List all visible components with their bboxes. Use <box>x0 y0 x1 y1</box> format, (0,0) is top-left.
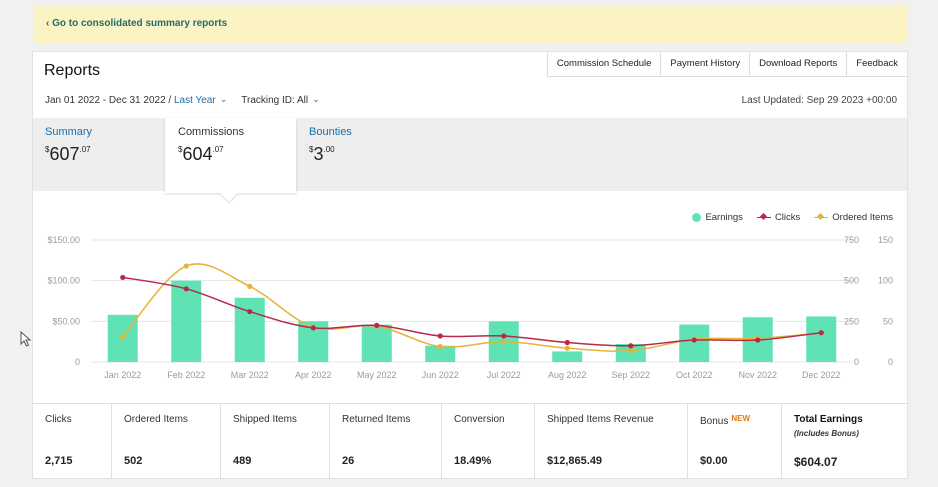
tab-bounties[interactable]: Bounties $3.00 <box>309 126 352 165</box>
commissions-label: Commissions <box>178 126 245 138</box>
earnings-bar <box>425 345 456 362</box>
clicks-line <box>122 276 822 347</box>
bounties-amount: $3.00 <box>309 144 335 164</box>
earnings-bar <box>552 351 583 362</box>
y-tick-left: 0 <box>75 357 80 367</box>
clicks-point <box>691 337 697 343</box>
clicks-point <box>183 286 189 292</box>
chevron-down-icon: ⌄ <box>312 94 320 104</box>
y-tick-ordered: 0 <box>888 357 893 367</box>
x-tick-label: Feb 2022 <box>167 370 205 380</box>
tracking-id-label: Tracking ID: All <box>241 95 309 106</box>
legend-clicks[interactable]: Clicks <box>756 212 800 223</box>
clicks-point <box>310 325 316 331</box>
ordered-items-line <box>122 263 822 352</box>
ordered-items-point <box>628 348 634 354</box>
metric-total-earnings: Total Earnings (Includes Bonus) $604.07 <box>794 414 863 469</box>
metric-bonus: Bonus NEW $0.00 <box>688 404 782 479</box>
summary-label: Summary <box>45 126 93 138</box>
y-tick-ordered: 50 <box>883 316 893 326</box>
clicks-point <box>247 308 253 315</box>
x-tick-label: Nov 2022 <box>738 370 777 380</box>
x-tick-label: Jan 2022 <box>104 370 141 380</box>
legend-ordered-items[interactable]: Ordered Items <box>814 212 893 223</box>
y-tick-clicks: 0 <box>854 357 859 367</box>
mouse-cursor-icon <box>20 331 32 347</box>
earnings-dot-icon <box>692 213 702 222</box>
ordered-items-point <box>120 334 126 340</box>
chevron-down-icon: ⌄ <box>219 94 228 104</box>
metric-shipped-revenue: Shipped Items Revenue $12,865.49 <box>535 404 688 479</box>
clicks-point <box>437 333 443 339</box>
summary-amount: $607.07 <box>45 144 91 164</box>
x-tick-label: Jul 2022 <box>487 370 521 380</box>
y-tick-clicks: 500 <box>844 276 859 286</box>
report-filters: Jan 01 2022 - Dec 31 2022 / Last Year ⌄ T… <box>45 94 320 106</box>
clicks-point <box>818 330 824 336</box>
clicks-line-icon <box>756 213 771 222</box>
clicks-point <box>501 333 507 339</box>
y-tick-left: $100.00 <box>47 276 80 286</box>
y-tick-ordered: 100 <box>878 276 893 286</box>
x-tick-label: Sep 2022 <box>611 370 650 380</box>
ordered-items-point <box>437 343 443 350</box>
tab-commissions[interactable]: Commissions $604.07 <box>165 118 296 193</box>
y-tick-clicks: 750 <box>844 235 859 245</box>
ordered-items-point <box>564 345 570 351</box>
tracking-id-dropdown[interactable]: Tracking ID: All ⌄ <box>241 94 320 106</box>
metric-returned-items: Returned Items 26 <box>330 404 442 479</box>
x-tick-label: Aug 2022 <box>548 370 587 380</box>
x-tick-label: Oct 2022 <box>676 370 713 380</box>
ordered-items-point <box>501 339 507 345</box>
clicks-point <box>628 343 634 349</box>
earnings-bar <box>171 280 202 362</box>
tab-summary[interactable]: Summary $607.07 <box>45 126 92 165</box>
report-nav: Commission Schedule Payment History Down… <box>546 52 907 77</box>
ordered-items-point <box>247 283 253 289</box>
consolidated-reports-link[interactable]: ‹ Go to consolidated summary reports <box>46 18 228 29</box>
y-tick-left: $150.00 <box>47 235 80 245</box>
earnings-bar <box>806 316 837 362</box>
download-reports-tab[interactable]: Download Reports <box>749 52 847 77</box>
legend-earnings[interactable]: Earnings <box>692 212 743 223</box>
reports-card: Reports Commission Schedule Payment Hist… <box>32 51 908 479</box>
commissions-amount: $604.07 <box>178 144 224 164</box>
earnings-chart: $150.00 750 150$100.00 500 100$50.00 250 500 0 0… <box>47 235 893 380</box>
x-tick-label: Mar 2022 <box>231 370 269 380</box>
clicks-point <box>374 322 380 328</box>
summary-banner: ‹ Go to consolidated summary reports <box>34 5 908 43</box>
x-tick-label: May 2022 <box>357 370 397 380</box>
new-badge: NEW <box>731 414 751 423</box>
earnings-bar <box>361 324 392 362</box>
last-updated: Last Updated: Sep 29 2023 +00:00 <box>741 95 897 106</box>
earnings-bar <box>679 324 710 362</box>
period-label: Last Year <box>173 95 216 106</box>
ordered-line-icon <box>814 213 829 222</box>
bounties-label: Bounties <box>309 126 352 138</box>
commission-schedule-tab[interactable]: Commission Schedule <box>546 52 661 77</box>
metric-clicks: Clicks 2,715 <box>33 404 112 479</box>
x-tick-label: Dec 2022 <box>802 370 841 380</box>
metric-shipped-items: Shipped Items 489 <box>221 404 330 479</box>
y-tick-left: $50.00 <box>52 316 80 326</box>
x-tick-label: Apr 2022 <box>295 370 332 380</box>
ordered-items-point <box>183 263 189 269</box>
page-title: Reports <box>44 62 101 79</box>
chart-legend: Earnings Clicks Ordered Items <box>692 212 893 223</box>
feedback-tab[interactable]: Feedback <box>846 52 907 77</box>
period-dropdown[interactable]: Last Year ⌄ <box>173 94 228 106</box>
clicks-point <box>755 337 761 343</box>
metrics-row: Clicks 2,715 Ordered Items 502 Shipped Ite… <box>33 403 907 479</box>
clicks-point <box>564 339 570 346</box>
date-range: Jan 01 2022 - Dec 31 2022 / <box>45 95 172 106</box>
metric-conversion: Conversion 18.49% <box>442 404 535 479</box>
summary-tabs: Summary $607.07 Commissions $604.07 Boun… <box>33 118 907 193</box>
x-tick-label: Jun 2022 <box>422 370 459 380</box>
payment-history-tab[interactable]: Payment History <box>660 52 750 77</box>
y-tick-clicks: 250 <box>844 316 859 326</box>
clicks-point <box>120 274 126 281</box>
y-tick-ordered: 150 <box>878 235 893 245</box>
metric-ordered-items: Ordered Items 502 <box>112 404 221 479</box>
